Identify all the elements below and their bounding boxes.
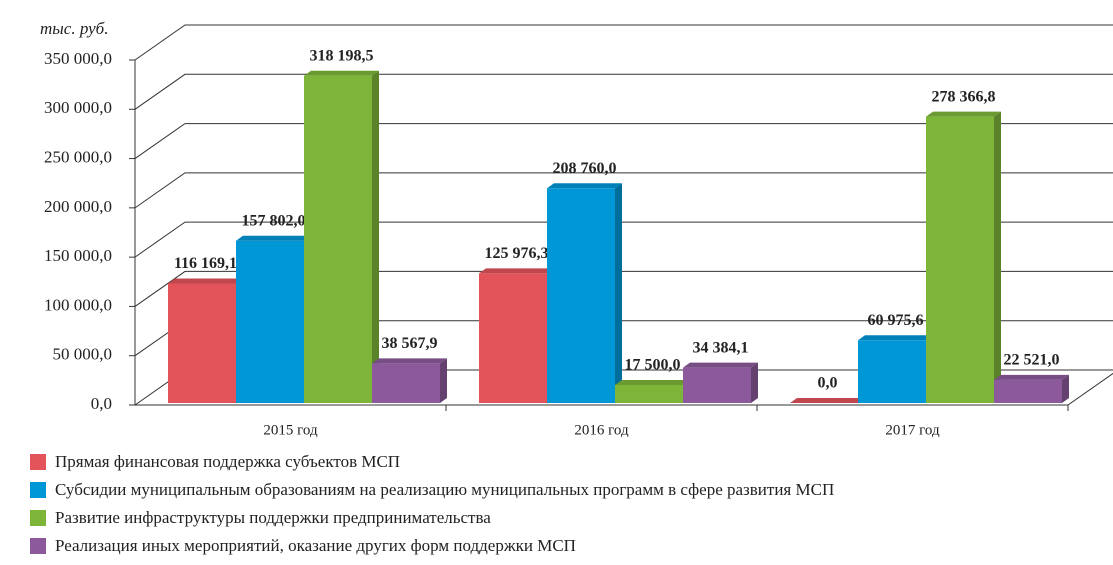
y-tick-label: 250 000,0 <box>44 147 112 166</box>
bar-top <box>236 235 311 241</box>
grid-line <box>134 123 1113 159</box>
bar <box>858 335 933 403</box>
bar-front <box>479 273 547 403</box>
data-label: 157 802,0 <box>242 212 306 229</box>
y-axis-label: тыс. руб. <box>40 19 108 38</box>
bar-side <box>372 70 379 403</box>
legend-swatch <box>30 482 46 498</box>
bar <box>236 235 311 403</box>
grid-line <box>134 221 1113 258</box>
legend-label: Прямая финансовая поддержка субъектов МС… <box>55 452 400 471</box>
bar-front <box>683 367 751 403</box>
data-label: 208 760,0 <box>553 160 617 177</box>
bar-front <box>372 363 440 403</box>
bar <box>168 278 243 403</box>
x-tick-label: 2017 год <box>885 422 940 438</box>
legend-swatch <box>30 510 46 526</box>
y-tick-label: 150 000,0 <box>44 246 112 265</box>
bar-top <box>683 362 758 368</box>
data-label: 318 198,5 <box>310 47 374 64</box>
data-label: 60 975,6 <box>868 312 924 329</box>
bar-top <box>372 358 447 364</box>
bar <box>615 380 690 403</box>
grid-line <box>134 24 1113 61</box>
bar-top <box>168 278 243 284</box>
legend-swatch <box>30 538 46 554</box>
data-label: 125 976,3 <box>485 245 549 262</box>
bar <box>683 362 758 403</box>
bar-top <box>926 111 1001 117</box>
data-label: 17 500,0 <box>625 357 681 374</box>
bar-top <box>615 380 690 385</box>
bar <box>372 358 447 403</box>
bar-front <box>236 240 304 403</box>
bar-front <box>994 379 1062 403</box>
data-label: 38 567,9 <box>382 335 438 352</box>
bar <box>994 374 1069 403</box>
legend-label: Субсидии муниципальным образованиям на р… <box>55 480 834 499</box>
bar-side <box>615 183 622 403</box>
data-label: 278 366,8 <box>932 88 996 105</box>
bar-front <box>926 116 994 403</box>
grid-line <box>134 172 1113 209</box>
bar-side <box>994 111 1001 403</box>
bar-top <box>304 70 379 76</box>
grid-line <box>134 270 1113 307</box>
data-label: 22 521,0 <box>1004 352 1060 369</box>
bar-side <box>751 362 758 403</box>
x-tick-label: 2015 год <box>263 422 318 438</box>
bar <box>479 268 554 403</box>
data-label: 34 384,1 <box>693 339 749 356</box>
data-label: 116 169,1 <box>174 255 237 272</box>
data-label: 0,0 <box>818 375 838 392</box>
bar <box>926 111 1001 403</box>
y-tick-label: 100 000,0 <box>44 295 112 314</box>
y-tick-label: 50 000,0 <box>53 345 113 364</box>
legend-swatch <box>30 454 46 470</box>
bar-top <box>547 183 622 189</box>
legend-label: Развитие инфраструктуры поддержки предпр… <box>55 508 491 527</box>
y-tick-label: 200 000,0 <box>44 197 112 216</box>
legend-label: Реализация иных мероприятий, оказание др… <box>55 536 576 555</box>
bar-top <box>994 374 1069 380</box>
y-tick-label: 350 000,0 <box>44 49 112 68</box>
x-tick-label: 2016 год <box>574 422 629 438</box>
bar-side <box>440 358 447 403</box>
bar <box>790 398 865 403</box>
y-tick-label: 300 000,0 <box>44 98 112 117</box>
bar <box>547 183 622 403</box>
bar-front <box>547 188 615 403</box>
bar-front <box>304 75 372 403</box>
bar-top <box>858 335 933 341</box>
bar-side <box>1062 374 1069 403</box>
bar-front <box>168 283 236 403</box>
bar-front <box>858 340 926 403</box>
y-tick-label: 0,0 <box>91 394 112 413</box>
bar-front <box>615 385 683 403</box>
bar-top <box>790 398 865 403</box>
bar-top <box>479 268 554 274</box>
bar <box>304 70 379 403</box>
grid-line <box>134 73 1113 110</box>
